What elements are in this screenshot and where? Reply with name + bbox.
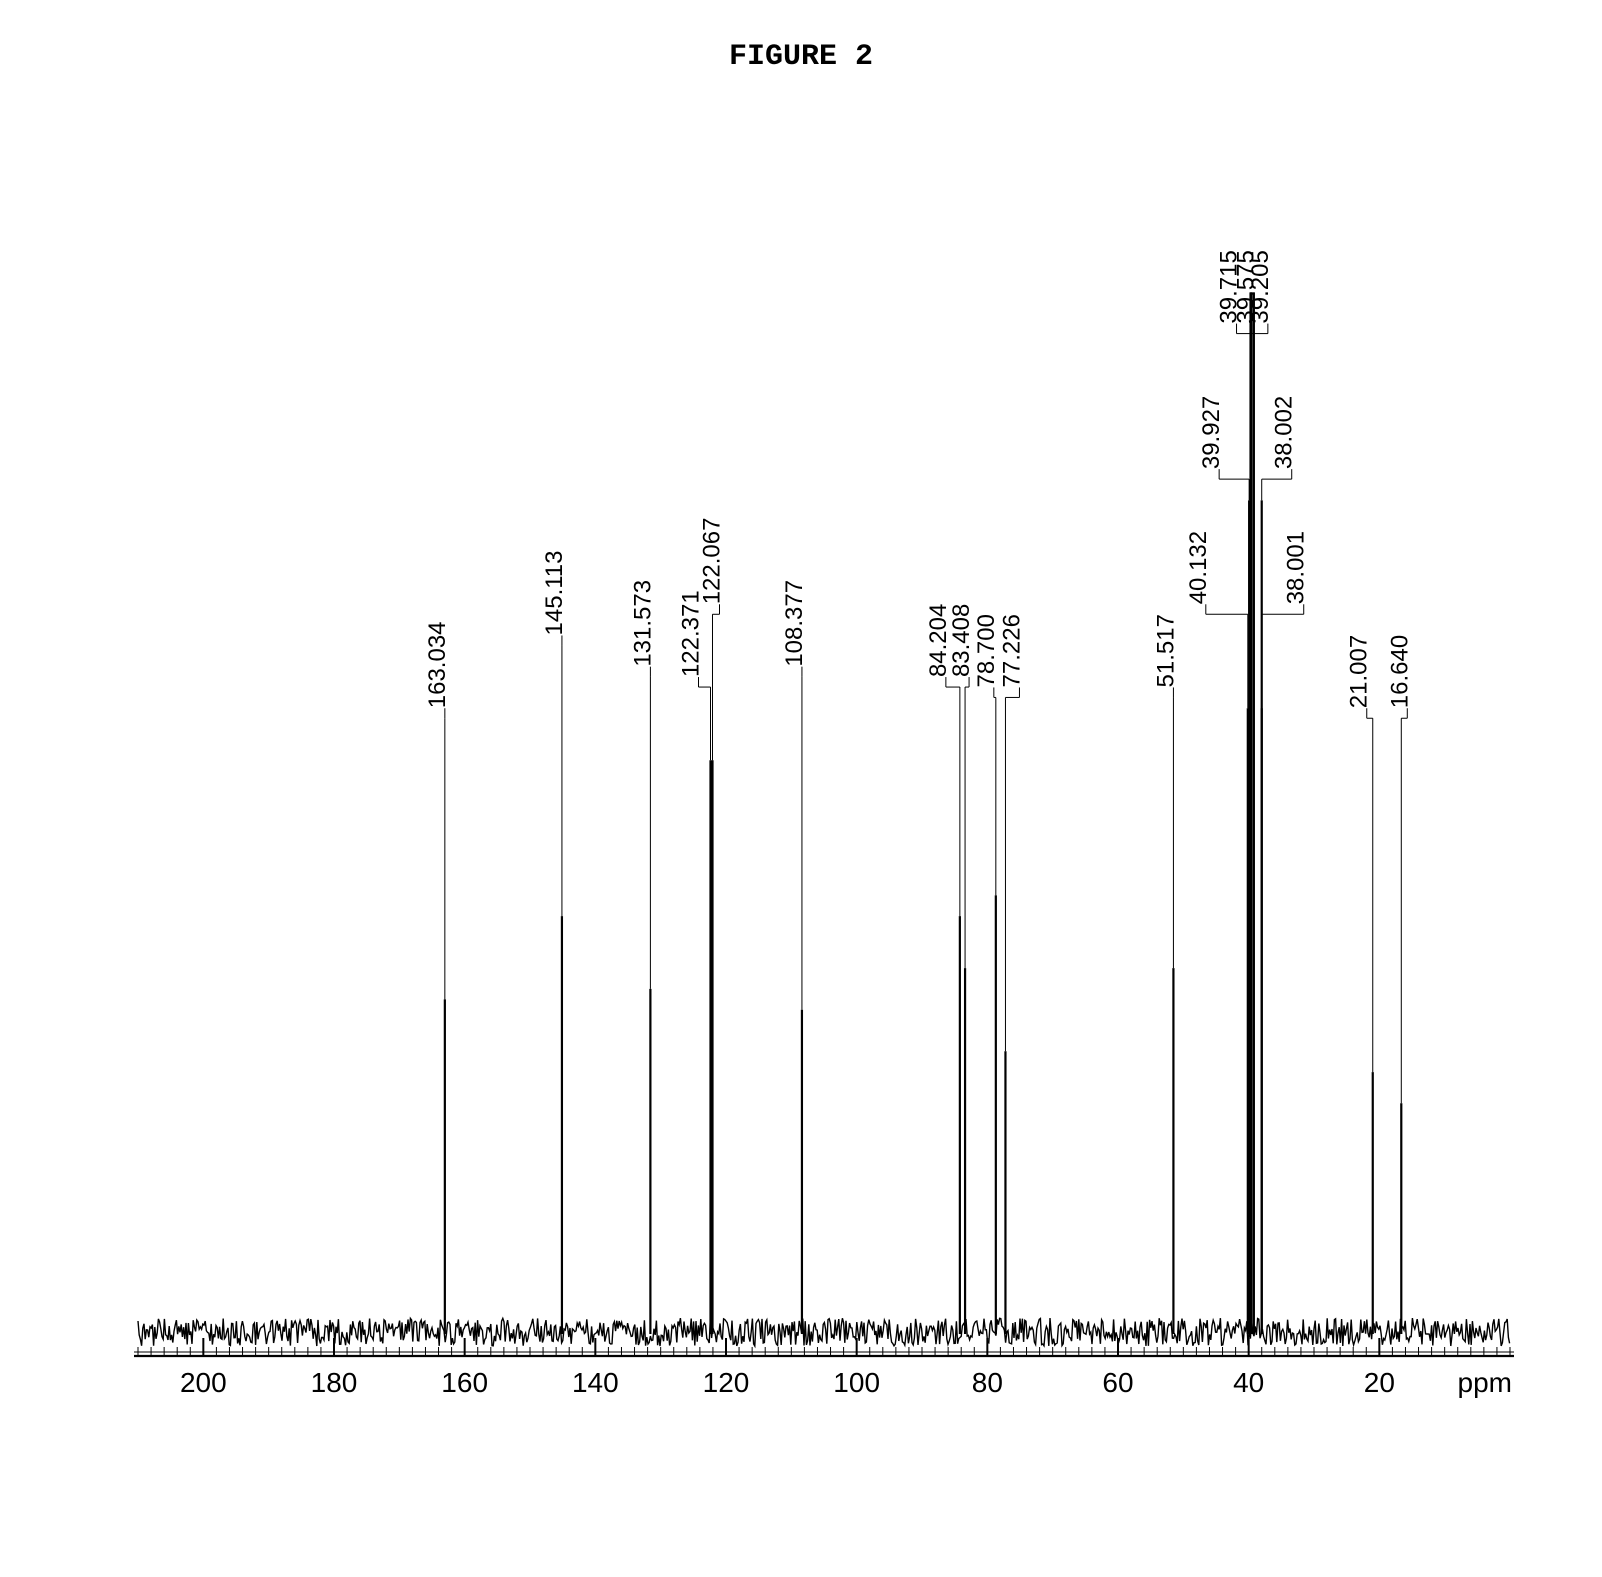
nmr-spectrum-plot: 163.034145.113131.573122.371122.067108.3… xyxy=(80,180,1540,1420)
x-tick-label: 140 xyxy=(572,1367,619,1398)
peak-label: 131.573 xyxy=(629,580,656,667)
peak-label: 51.517 xyxy=(1152,614,1179,687)
peak-label: 163.034 xyxy=(424,621,451,708)
peak-label: 108.377 xyxy=(781,580,808,667)
peak-label: 39.205 xyxy=(1247,250,1274,323)
x-tick-label: 180 xyxy=(311,1367,358,1398)
x-tick-label: 160 xyxy=(441,1367,488,1398)
peak-label: 122.067 xyxy=(698,518,725,605)
peak-label: 77.226 xyxy=(998,614,1025,687)
peak-label: 78.700 xyxy=(973,614,1000,687)
x-tick-label: 120 xyxy=(703,1367,750,1398)
x-axis-label: ppm xyxy=(1458,1367,1512,1398)
x-tick-label: 20 xyxy=(1364,1367,1395,1398)
peak-label: 38.001 xyxy=(1283,531,1310,604)
x-tick-label: 200 xyxy=(180,1367,227,1398)
peak-label: 40.132 xyxy=(1185,531,1212,604)
peak-label: 39.927 xyxy=(1198,396,1225,469)
page: FIGURE 2 163.034145.113131.573122.371122… xyxy=(0,0,1602,1577)
peak-label: 16.640 xyxy=(1386,635,1413,708)
peak-label: 38.002 xyxy=(1271,396,1298,469)
x-tick-label: 80 xyxy=(972,1367,1003,1398)
peak-label: 83.408 xyxy=(948,604,975,677)
x-tick-label: 60 xyxy=(1102,1367,1133,1398)
x-tick-label: 40 xyxy=(1233,1367,1264,1398)
x-tick-label: 100 xyxy=(833,1367,880,1398)
figure-title: FIGURE 2 xyxy=(0,40,1602,74)
peak-label: 145.113 xyxy=(541,550,568,635)
peak-label: 21.007 xyxy=(1346,635,1373,708)
